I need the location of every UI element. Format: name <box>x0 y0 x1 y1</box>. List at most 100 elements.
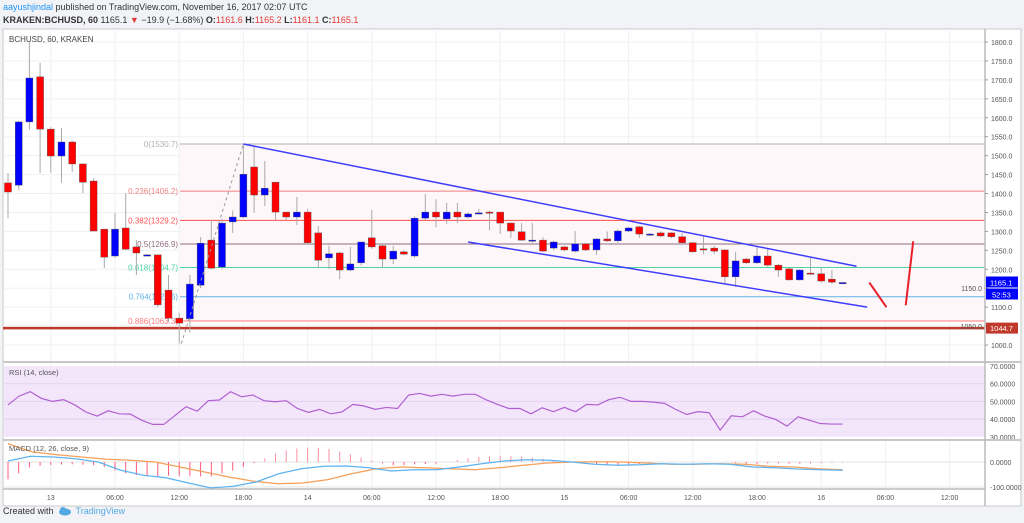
price-tick: 1700.0 <box>991 78 1013 85</box>
time-tick: 18:00 <box>235 495 253 502</box>
projection-down <box>868 281 888 308</box>
price-tick: 1800.0 <box>991 40 1013 47</box>
candle-down <box>271 181 280 213</box>
candle-down <box>774 264 783 271</box>
time-axis[interactable]: 13 06:00 12:00 18:00 14 06:00 12:00 18:00 15 06:0… <box>3 488 985 502</box>
last-price-value: 1165.1 <box>990 279 1012 288</box>
time-tick: 06:00 <box>106 495 124 502</box>
candle-up <box>25 77 34 123</box>
candle-up <box>528 239 536 242</box>
price-tick: 1250.0 <box>991 248 1013 255</box>
candle-up <box>571 243 579 252</box>
last-price: 1165.1 <box>100 15 128 25</box>
fib-level-label: 0.382(1329.2) <box>128 216 178 225</box>
candle-down <box>164 289 173 319</box>
open-label: O: <box>205 15 216 25</box>
drawings[interactable] <box>180 143 915 344</box>
candle-up <box>346 263 355 271</box>
macd-line <box>7 455 843 489</box>
candle-down <box>667 232 676 237</box>
candle-up <box>389 250 397 260</box>
price-tick: 1300.0 <box>991 229 1013 236</box>
fib-level-label: 0.764(1127.6) <box>129 293 179 302</box>
candle-up <box>464 213 472 218</box>
candle-down <box>36 76 44 130</box>
price-tick: 1100.0 <box>991 305 1012 312</box>
candle-up <box>614 230 622 242</box>
fib-shade <box>180 144 985 322</box>
fibonacci-retracement[interactable]: 0(1530.7) 0.236(1406.2) 0.382(1329.2) 0.5(1… <box>3 140 985 330</box>
high-label: H: <box>245 15 255 25</box>
close-label: C: <box>322 15 332 25</box>
candle-down <box>699 248 708 251</box>
candle-up <box>218 222 226 268</box>
time-tick: 18:00 <box>748 495 766 502</box>
candle-down <box>100 228 109 258</box>
close-value: 1165.1 <box>331 15 359 25</box>
time-tick: 13 <box>47 495 55 502</box>
fib-level-label: 0.236(1406.2) <box>128 187 178 196</box>
candle-up <box>624 227 633 232</box>
candle-down <box>314 232 322 261</box>
candle-up <box>293 211 301 218</box>
trendline-lower-channel <box>467 241 868 308</box>
candle-up <box>14 121 23 186</box>
time-tick: 06:00 <box>363 495 381 502</box>
candle-down <box>47 128 55 157</box>
chart-header: aayushjindal published on TradingView.co… <box>3 1 358 27</box>
time-tick: 12:00 <box>684 495 702 502</box>
macd-pane: MACD (12, 26, close, 9) 0.0000 -100.0000 <box>3 439 1022 492</box>
candle-up <box>753 255 761 264</box>
time-tick: 12:00 <box>941 495 959 502</box>
price-tick: 1600.0 <box>991 116 1013 123</box>
candles <box>4 42 847 344</box>
candle-down <box>539 239 547 252</box>
fib-anchor-line <box>180 143 244 344</box>
fib-level-label: 0.886(1063.3) <box>128 317 178 326</box>
candle-up <box>646 233 654 236</box>
candle-down <box>89 180 98 232</box>
candle-up <box>186 283 194 320</box>
candle-down <box>817 273 825 282</box>
candle-down <box>710 247 718 252</box>
time-tick: 06:00 <box>877 495 895 502</box>
price-axis[interactable]: 1800.0 1750.0 1700.0 1650.0 1600.0 1550.0 1500… <box>961 29 1018 506</box>
support-badge <box>986 322 1018 334</box>
open-value: 1161.6 <box>215 15 243 25</box>
last-price-badge <box>986 276 1018 288</box>
created-with: Created with <box>3 506 54 516</box>
candle-up <box>421 211 429 219</box>
fib-level-label: 0.618(1204.7) <box>128 263 178 272</box>
candle-down <box>507 222 515 232</box>
candle-up <box>796 269 804 281</box>
author-link[interactable]: aayushjindal <box>3 2 54 12</box>
candle-down <box>68 141 76 165</box>
price-tick: 1650.0 <box>991 97 1013 104</box>
tradingview-link[interactable]: TradingView <box>75 506 126 516</box>
candle-down <box>560 246 569 251</box>
rsi-tick: 70.0000 <box>990 364 1015 371</box>
candle-down <box>121 227 130 250</box>
candle-down <box>250 166 258 196</box>
footer: Created with TradingView <box>3 506 125 516</box>
chart-title: BCHUSD, 60, KRAKEN <box>9 35 94 44</box>
price-tick: 1050.0 <box>961 324 983 331</box>
support-value: 1044.7 <box>990 324 1013 333</box>
candle-down <box>496 211 504 224</box>
candle-down <box>485 211 494 214</box>
candle-down <box>828 278 836 283</box>
symbol-label: KRAKEN:BCHUSD, 60 <box>3 15 99 25</box>
time-tick: 18:00 <box>491 495 509 502</box>
candle-down <box>721 249 729 278</box>
candle-down <box>368 237 376 248</box>
candle-down <box>582 243 590 251</box>
price-tick: 1000.0 <box>991 343 1013 350</box>
candle-down <box>79 163 87 183</box>
candle-down <box>207 239 216 269</box>
rsi-tick: 60.0000 <box>990 382 1015 389</box>
candle-down <box>689 242 697 253</box>
low-value: 1161.1 <box>292 15 320 25</box>
time-tick: 06:00 <box>620 495 638 502</box>
rsi-tick: 40.0000 <box>990 417 1015 424</box>
